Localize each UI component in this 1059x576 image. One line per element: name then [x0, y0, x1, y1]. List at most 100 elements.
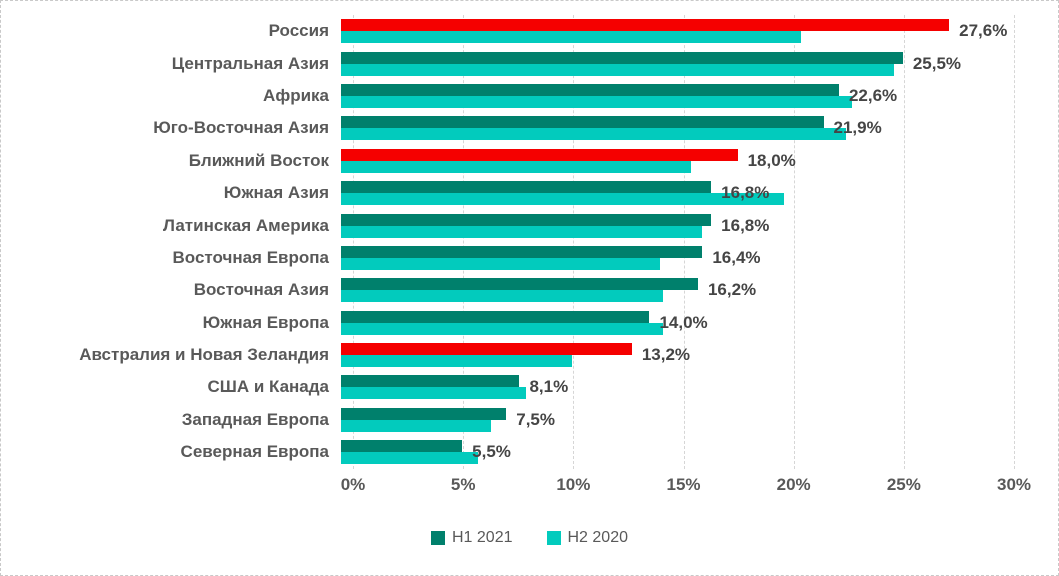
x-tick-label: 0% — [340, 475, 366, 494]
category-label: Юго-Восточная Азия — [153, 118, 329, 138]
bar-h2-2020 — [341, 128, 846, 141]
chart-row: Юго-Восточная Азия 21,9% — [1, 112, 1014, 144]
bar-h2-2020 — [341, 95, 853, 108]
category-label: Латинская Америка — [162, 215, 329, 235]
value-label: 7,5% — [516, 409, 555, 429]
legend-label: H2 2020 — [567, 529, 629, 546]
chart-row: Африка 22,6% — [1, 80, 1014, 112]
chart-row: США и Канада 8,1% — [1, 371, 1014, 403]
bar-pair: 7,5% — [341, 404, 1002, 436]
legend: H1 2021 H2 2020 — [1, 529, 1058, 547]
bar-h2-2020 — [341, 257, 661, 270]
value-label: 16,4% — [712, 247, 761, 267]
x-axis: 0% 5% 10% 15% 20% 25% 30% — [341, 475, 1031, 499]
chart-row: Центральная Азия 25,5% — [1, 47, 1014, 79]
bar-h2-2020 — [341, 452, 478, 465]
bar-h1-2021 — [341, 181, 712, 194]
bar-h1-2021 — [341, 19, 950, 32]
chart-row: Австралия и Новая Зеландия 13,2% — [1, 339, 1014, 371]
value-label: 27,6% — [959, 21, 1008, 41]
bar-h1-2021 — [341, 375, 520, 388]
legend-swatch-icon — [431, 531, 445, 545]
gridline-5% — [463, 15, 465, 469]
value-label: 21,9% — [833, 118, 882, 138]
bar-h1-2021 — [341, 51, 903, 64]
x-tick-label: 5% — [450, 475, 476, 494]
chart-row: Южная Азия 16,8% — [1, 177, 1014, 209]
x-tick-label: 20% — [776, 475, 811, 494]
bar-h1-2021 — [341, 116, 824, 129]
bar-h2-2020 — [341, 387, 527, 400]
bar-h1-2021 — [341, 148, 738, 161]
value-label: 8,1% — [529, 377, 569, 397]
value-label: 16,2% — [707, 280, 757, 300]
bar-h2-2020 — [341, 63, 895, 76]
category-label: США и Канада — [207, 377, 329, 397]
category-label: Восточная Европа — [172, 247, 329, 267]
category-label: Центральная Азия — [171, 53, 329, 73]
bar-h1-2021 — [341, 245, 703, 258]
bar-pair: 18,0% — [341, 145, 1002, 177]
category-label: Южная Европа — [202, 312, 329, 332]
legend-item: H1 2021 — [431, 529, 513, 547]
bar-h2-2020 — [341, 193, 784, 206]
value-label: 18,0% — [747, 150, 796, 170]
bar-pair: 16,8% — [341, 209, 1002, 241]
legend-label: H1 2021 — [452, 529, 513, 546]
bar-h2-2020 — [341, 322, 663, 335]
bar-h1-2021 — [341, 83, 839, 96]
chart-row: Ближний Восток 18,0% — [1, 145, 1014, 177]
chart-row: Восточная Европа 16,4% — [1, 242, 1014, 274]
bar-pair: 8,1% — [341, 371, 1002, 403]
chart-row: Латинская Америка 16,8% — [1, 209, 1014, 241]
value-label: 16,8% — [721, 183, 770, 203]
gridline-20% — [793, 15, 795, 469]
bar-pair: 16,8% — [341, 177, 1002, 209]
bar-pair: 27,6% — [341, 15, 1007, 47]
chart-row: Южная Европа 14,0% — [1, 307, 1014, 339]
x-tick-label: 25% — [886, 475, 921, 494]
category-label: Северная Европа — [180, 442, 329, 462]
chart-row: Северная Европа 5,5% — [1, 436, 1014, 468]
bar-pair: 13,2% — [341, 339, 1002, 371]
category-label: Западная Европа — [181, 409, 329, 429]
category-label: Россия — [268, 21, 329, 41]
bar-h2-2020 — [341, 160, 692, 173]
bar-h1-2021 — [341, 343, 632, 356]
category-label: Восточная Азия — [193, 280, 329, 300]
value-label: 16,8% — [721, 215, 770, 235]
gridlines — [353, 15, 1015, 469]
x-tick-label: 10% — [556, 475, 591, 494]
chart-row: Восточная Азия 16,2% — [1, 274, 1014, 306]
gridline-0% — [353, 15, 354, 469]
bar-h1-2021 — [341, 407, 507, 420]
bar-h2-2020 — [341, 31, 802, 44]
category-label: Австралия и Новая Зеландия — [79, 345, 329, 365]
bar-h1-2021 — [341, 440, 463, 453]
bar-pair: 16,2% — [341, 274, 1002, 306]
value-label: 14,0% — [659, 312, 708, 332]
legend-item: H2 2020 — [546, 529, 629, 547]
value-label: 13,2% — [641, 345, 691, 365]
value-label: 22,6% — [848, 85, 898, 105]
bar-h1-2021 — [341, 213, 712, 226]
category-label: Ближний Восток — [188, 150, 329, 170]
gridline-30% — [1014, 15, 1015, 469]
bar-pair: 5,5% — [341, 436, 1002, 468]
bar-pair: 22,6% — [341, 80, 1002, 112]
gridline-25% — [903, 15, 905, 469]
bar-h2-2020 — [341, 225, 703, 238]
bar-pair: 25,5% — [341, 47, 1002, 79]
gridline-10% — [573, 15, 575, 469]
category-label: Африка — [263, 85, 329, 105]
bar-h2-2020 — [341, 290, 663, 303]
bar-h2-2020 — [341, 355, 573, 368]
bar-pair: 21,9% — [341, 112, 1002, 144]
bar-pair: 14,0% — [341, 307, 1002, 339]
x-tick-label: 30% — [996, 475, 1032, 494]
chart-row: Россия 27,6% — [1, 15, 1014, 47]
category-label: Южная Азия — [223, 183, 329, 203]
bar-h1-2021 — [341, 278, 698, 291]
bar-h1-2021 — [341, 310, 650, 323]
